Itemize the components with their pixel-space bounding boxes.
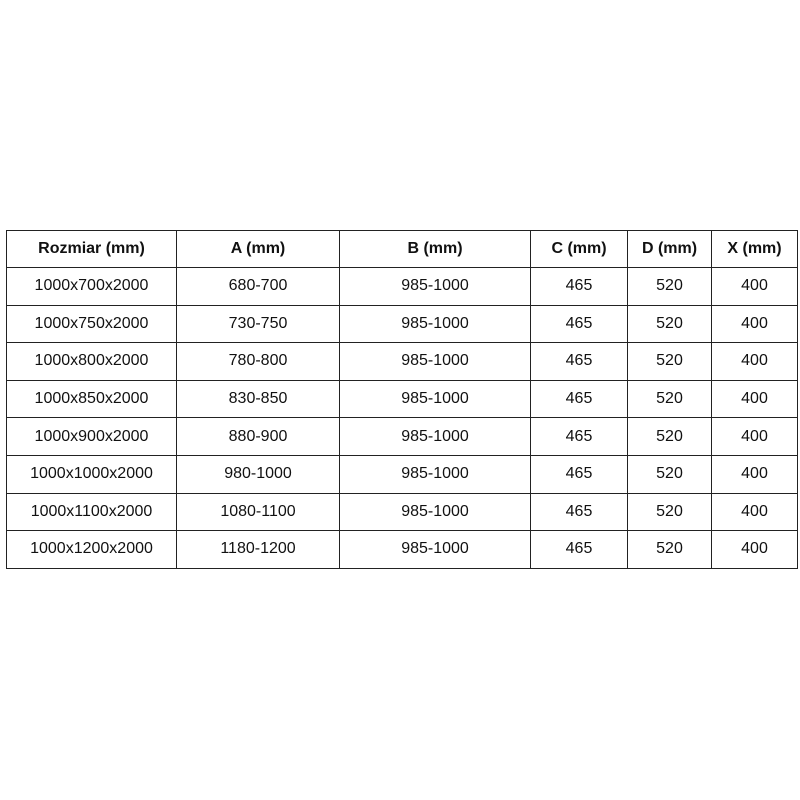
cell-c: 465 <box>530 379 628 419</box>
table-row: 1000x800x2000 780-800 985-1000 465 520 400 <box>6 342 798 381</box>
cell-rozmiar: 1000x700x2000 <box>6 267 177 306</box>
table-header-row: Rozmiar (mm) A (mm) B (mm) C (mm) D (mm)… <box>6 230 798 268</box>
cell-a: 980-1000 <box>176 454 340 494</box>
cell-c: 465 <box>530 417 628 456</box>
cell-a: 830-850 <box>176 379 340 419</box>
cell-b: 985-1000 <box>339 379 531 419</box>
cell-rozmiar: 1000x800x2000 <box>6 342 177 381</box>
header-a: A (mm) <box>176 230 340 268</box>
table-row: 1000x750x2000 730-750 985-1000 465 520 400 <box>6 304 798 344</box>
header-rozmiar: Rozmiar (mm) <box>6 230 177 268</box>
cell-d: 520 <box>627 342 712 381</box>
cell-x: 400 <box>711 379 798 419</box>
cell-x: 400 <box>711 342 798 381</box>
cell-d: 520 <box>627 267 712 306</box>
cell-d: 520 <box>627 530 712 569</box>
header-d: D (mm) <box>627 230 712 268</box>
cell-c: 465 <box>530 342 628 381</box>
header-x: X (mm) <box>711 230 798 268</box>
cell-x: 400 <box>711 454 798 494</box>
cell-a: 730-750 <box>176 304 340 344</box>
cell-x: 400 <box>711 492 798 532</box>
cell-c: 465 <box>530 492 628 532</box>
table-row: 1000x1100x2000 1080-1100 985-1000 465 520 400 <box>6 492 798 532</box>
header-c: C (mm) <box>530 230 628 268</box>
table-row: 1000x850x2000 830-850 985-1000 465 520 400 <box>6 379 798 419</box>
cell-c: 465 <box>530 530 628 569</box>
dimensions-table: Rozmiar (mm) A (mm) B (mm) C (mm) D (mm)… <box>6 230 798 569</box>
cell-x: 400 <box>711 267 798 306</box>
cell-c: 465 <box>530 304 628 344</box>
header-b: B (mm) <box>339 230 531 268</box>
cell-b: 985-1000 <box>339 454 531 494</box>
cell-b: 985-1000 <box>339 267 531 306</box>
cell-a: 880-900 <box>176 417 340 456</box>
cell-b: 985-1000 <box>339 492 531 532</box>
cell-c: 465 <box>530 454 628 494</box>
cell-b: 985-1000 <box>339 304 531 344</box>
cell-a: 680-700 <box>176 267 340 306</box>
cell-rozmiar: 1000x1100x2000 <box>6 492 177 532</box>
cell-b: 985-1000 <box>339 342 531 381</box>
cell-rozmiar: 1000x900x2000 <box>6 417 177 456</box>
table-row: 1000x1200x2000 1180-1200 985-1000 465 520 400 <box>6 530 798 569</box>
cell-x: 400 <box>711 530 798 569</box>
cell-c: 465 <box>530 267 628 306</box>
cell-a: 1180-1200 <box>176 530 340 569</box>
cell-rozmiar: 1000x1000x2000 <box>6 454 177 494</box>
cell-d: 520 <box>627 454 712 494</box>
table-row: 1000x700x2000 680-700 985-1000 465 520 400 <box>6 267 798 306</box>
table-row: 1000x1000x2000 980-1000 985-1000 465 520 400 <box>6 454 798 494</box>
cell-b: 985-1000 <box>339 530 531 569</box>
cell-d: 520 <box>627 492 712 532</box>
cell-d: 520 <box>627 379 712 419</box>
table-row: 1000x900x2000 880-900 985-1000 465 520 400 <box>6 417 798 456</box>
cell-b: 985-1000 <box>339 417 531 456</box>
cell-a: 1080-1100 <box>176 492 340 532</box>
cell-d: 520 <box>627 304 712 344</box>
cell-x: 400 <box>711 417 798 456</box>
cell-rozmiar: 1000x1200x2000 <box>6 530 177 569</box>
cell-a: 780-800 <box>176 342 340 381</box>
cell-x: 400 <box>711 304 798 344</box>
cell-rozmiar: 1000x850x2000 <box>6 379 177 419</box>
cell-rozmiar: 1000x750x2000 <box>6 304 177 344</box>
cell-d: 520 <box>627 417 712 456</box>
